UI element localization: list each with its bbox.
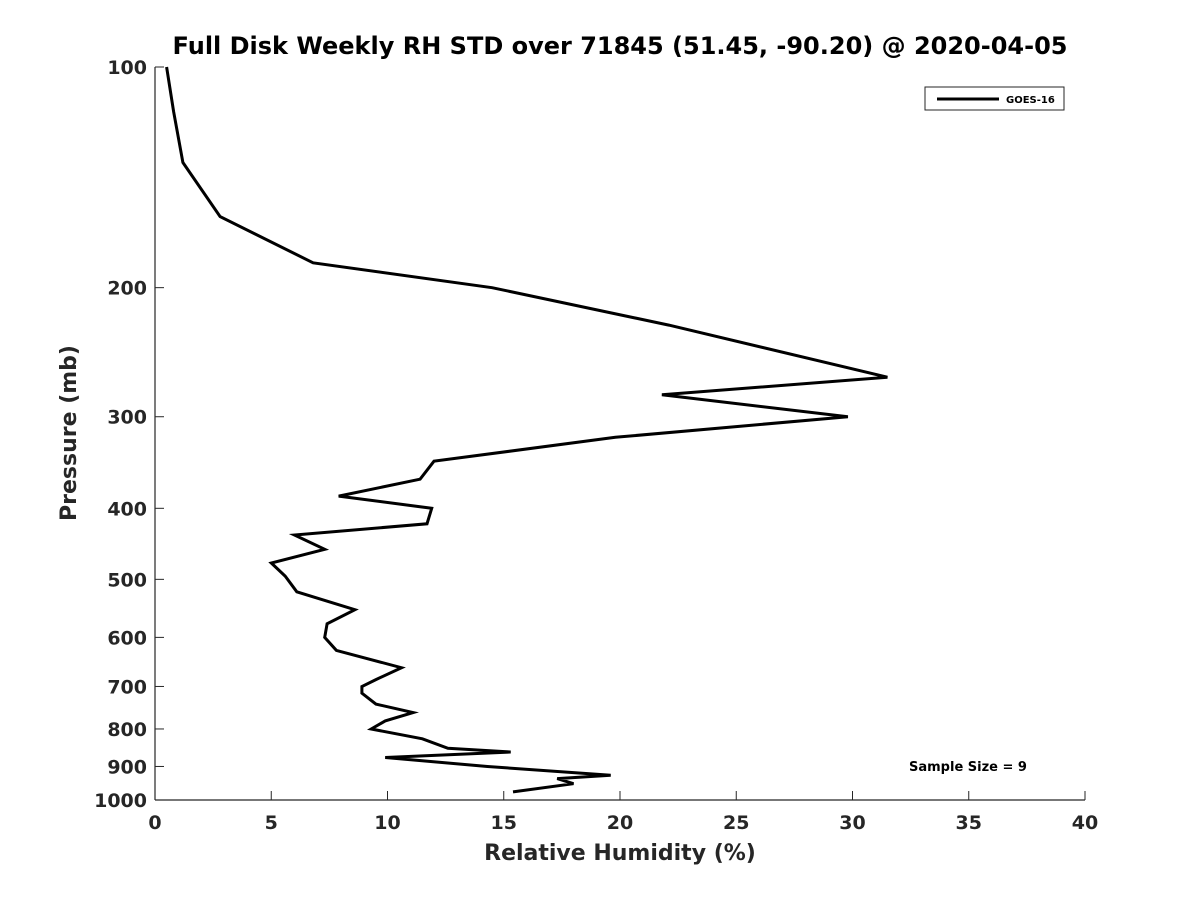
x-tick-label: 20 xyxy=(607,812,633,834)
y-axis: 100 200 300 400 500 600 700 800 900 1000 xyxy=(94,57,164,812)
y-axis-label: Pressure (mb) xyxy=(57,345,82,521)
x-tick-label: 10 xyxy=(374,812,400,834)
legend: GOES-16 xyxy=(924,86,1065,111)
x-tick-label: 25 xyxy=(723,812,749,834)
plot-frame xyxy=(154,67,1085,801)
x-axis: 0 5 10 15 20 25 30 35 40 xyxy=(148,791,1098,834)
y-tick-label: 400 xyxy=(107,498,147,520)
y-tick-label: 300 xyxy=(107,407,147,429)
x-tick-label: 40 xyxy=(1072,812,1098,834)
y-tick-label: 800 xyxy=(107,719,147,741)
y-tick-label: 500 xyxy=(107,569,147,591)
x-tick-label: 30 xyxy=(839,812,865,834)
y-tick-label: 200 xyxy=(107,278,147,300)
y-tick-label: 600 xyxy=(107,627,147,649)
series-line-goes-16 xyxy=(165,66,888,794)
legend-label-goes-16: GOES-16 xyxy=(1006,95,1055,106)
y-tick-label: 700 xyxy=(107,676,147,698)
x-axis-label: Relative Humidity (%) xyxy=(484,841,756,866)
y-tick-label: 100 xyxy=(107,57,147,79)
y-tick-label: 1000 xyxy=(94,790,147,812)
sample-size-annotation: Sample Size = 9 xyxy=(909,760,1027,775)
x-tick-label: 5 xyxy=(265,812,278,834)
x-tick-label: 0 xyxy=(148,812,161,834)
y-tick-label: 900 xyxy=(107,756,147,778)
chart-title: Full Disk Weekly RH STD over 71845 (51.4… xyxy=(173,32,1068,60)
x-tick-label: 15 xyxy=(491,812,517,834)
x-tick-label: 35 xyxy=(956,812,982,834)
